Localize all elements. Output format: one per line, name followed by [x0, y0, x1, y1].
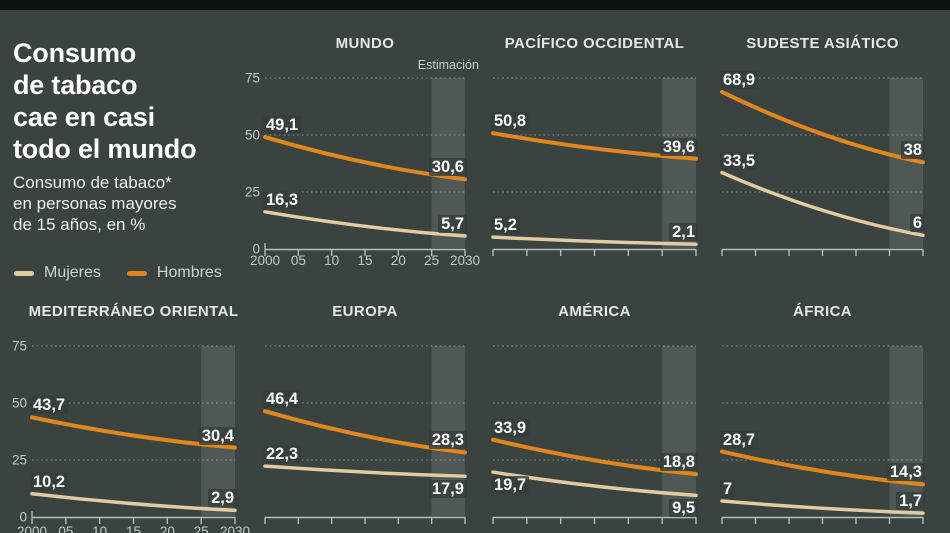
value-label-mediterraneo-oriental-mujeres-start: 10,2 [30, 472, 69, 491]
y-tick-label: 25 [11, 452, 27, 468]
america-mujeres-line [491, 470, 698, 498]
europa-hombres-line [263, 409, 467, 455]
x-tick-label: 25 [193, 524, 209, 533]
sudeste-asiatico-hombres-line [720, 89, 925, 165]
hombres-line-swatch-icon [126, 270, 147, 276]
x-tick-label: 05 [290, 253, 306, 268]
value-label-sudeste-asiatico-mujeres-end: 6 [909, 214, 925, 233]
mediterraneo-oriental-hombres-line [30, 415, 237, 450]
value-label-mediterraneo-oriental-hombres-end: 30,4 [198, 426, 237, 445]
chart-africa [720, 345, 925, 524]
america-hombres-line [491, 437, 698, 477]
value-label-europa-mujeres-end: 17,9 [428, 480, 467, 499]
value-label-europa-mujeres-start: 22,3 [263, 445, 302, 464]
mundo-mujeres-line [263, 210, 467, 238]
x-tick-label: 10 [324, 253, 340, 268]
value-label-sudeste-asiatico-hombres-end: 38 [900, 141, 925, 160]
chart-title-mundo: MUNDO [335, 35, 395, 52]
value-label-america-hombres-end: 18,8 [659, 453, 698, 472]
value-label-mundo-mujeres-start: 16,3 [263, 190, 302, 209]
value-label-europa-hombres-start: 46,4 [263, 390, 302, 409]
x-tick-label: 2030 [219, 524, 251, 533]
x-tick-label: 25 [424, 253, 440, 268]
value-label-pacifico-occidental-mujeres-start: 5,2 [491, 216, 520, 235]
chart-title-america: AMÉRICA [558, 303, 631, 320]
x-tick-label: 15 [357, 253, 373, 268]
value-label-sudeste-asiatico-hombres-start: 68,9 [720, 70, 759, 89]
top-bar [0, 0, 950, 10]
estimation-band [431, 346, 465, 516]
value-label-mediterraneo-oriental-hombres-start: 43,7 [30, 396, 69, 415]
legend-label-hombres: Hombres [156, 264, 222, 281]
chart-mediterraneo-oriental [30, 345, 237, 524]
x-tick-label: 20 [390, 253, 406, 268]
value-label-pacifico-occidental-hombres-start: 50,8 [491, 112, 530, 131]
africa-mujeres-line [720, 499, 925, 515]
sudeste-asiatico-mujeres-line [720, 170, 925, 238]
estimation-band [431, 78, 465, 248]
chart-title-sudeste-asiatico: SUDESTE ASIÁTICO [746, 35, 899, 52]
x-tick-label: 05 [58, 524, 74, 533]
europa-mujeres-line [263, 464, 467, 478]
value-label-mundo-hombres-end: 30,6 [428, 158, 467, 177]
mundo-hombres-line [263, 135, 467, 182]
value-label-africa-mujeres-start: 7 [720, 480, 736, 499]
mediterraneo-oriental-mujeres-line [30, 491, 237, 513]
y-tick-label: 75 [11, 338, 27, 354]
mujeres-line-swatch-icon [14, 270, 34, 276]
x-tick-label: 15 [125, 524, 142, 533]
legend-item-mujeres: Mujeres [14, 264, 101, 282]
y-tick-label: 0 [19, 509, 27, 525]
pacifico-occidental-mujeres-line [491, 235, 698, 246]
pacifico-occidental-hombres-line [491, 131, 698, 161]
value-label-america-mujeres-end: 9,5 [669, 499, 698, 518]
value-label-mundo-hombres-start: 49,1 [263, 116, 302, 135]
x-tick-label: 10 [92, 524, 108, 533]
legend-label-mujeres: Mujeres [44, 264, 101, 281]
x-tick-label: 2030 [449, 253, 481, 268]
value-label-pacifico-occidental-mujeres-end: 2,1 [669, 223, 698, 242]
chart-title-pacifico-occidental: PACÍFICO OCCIDENTAL [504, 35, 685, 52]
headline: Consumo de tabaco cae en casi todo el mu… [13, 38, 197, 165]
chart-europa [263, 345, 467, 524]
chart-pacifico-occidental [491, 77, 698, 256]
chart-title-europa: EUROPA [332, 303, 398, 320]
chart-america [491, 345, 698, 524]
value-label-europa-hombres-end: 28,3 [428, 431, 467, 450]
chart-title-mediterraneo-oriental: MEDITERRÁNEO ORIENTAL [28, 303, 239, 320]
x-tick-label: 2000 [16, 524, 48, 533]
estimation-band [201, 346, 235, 516]
subtitle: Consumo de tabaco* en personas mayores d… [13, 173, 177, 234]
chart-mundo [263, 77, 467, 256]
value-label-sudeste-asiatico-mujeres-start: 33,5 [720, 151, 759, 170]
estimation-band [662, 346, 696, 516]
x-tick-label: 2000 [249, 253, 281, 268]
value-label-africa-hombres-start: 28,7 [720, 430, 759, 449]
value-label-mediterraneo-oriental-mujeres-end: 2,9 [208, 489, 237, 508]
estimation-band [889, 346, 923, 516]
value-label-africa-hombres-end: 14,3 [886, 463, 925, 482]
estimation-band [889, 78, 923, 248]
legend-item-hombres: Hombres [126, 264, 222, 282]
y-tick-label: 0 [252, 241, 260, 257]
y-tick-label: 25 [244, 184, 260, 200]
estimation-band [662, 78, 696, 248]
value-label-america-hombres-start: 33,9 [491, 418, 530, 437]
x-tick-label: 20 [159, 524, 175, 533]
chart-title-africa: ÁFRICA [792, 303, 853, 320]
value-label-africa-mujeres-end: 1,7 [896, 492, 925, 511]
y-tick-label: 50 [11, 395, 27, 411]
value-label-mundo-mujeres-end: 5,7 [438, 215, 467, 233]
value-label-america-mujeres-start: 19,7 [491, 476, 530, 495]
africa-hombres-line [720, 449, 925, 487]
value-label-pacifico-occidental-hombres-end: 39,6 [659, 137, 698, 156]
legend: Mujeres Hombres [14, 264, 248, 282]
estimation-label: Estimación [417, 58, 479, 72]
chart-sudeste-asiatico [720, 77, 925, 256]
